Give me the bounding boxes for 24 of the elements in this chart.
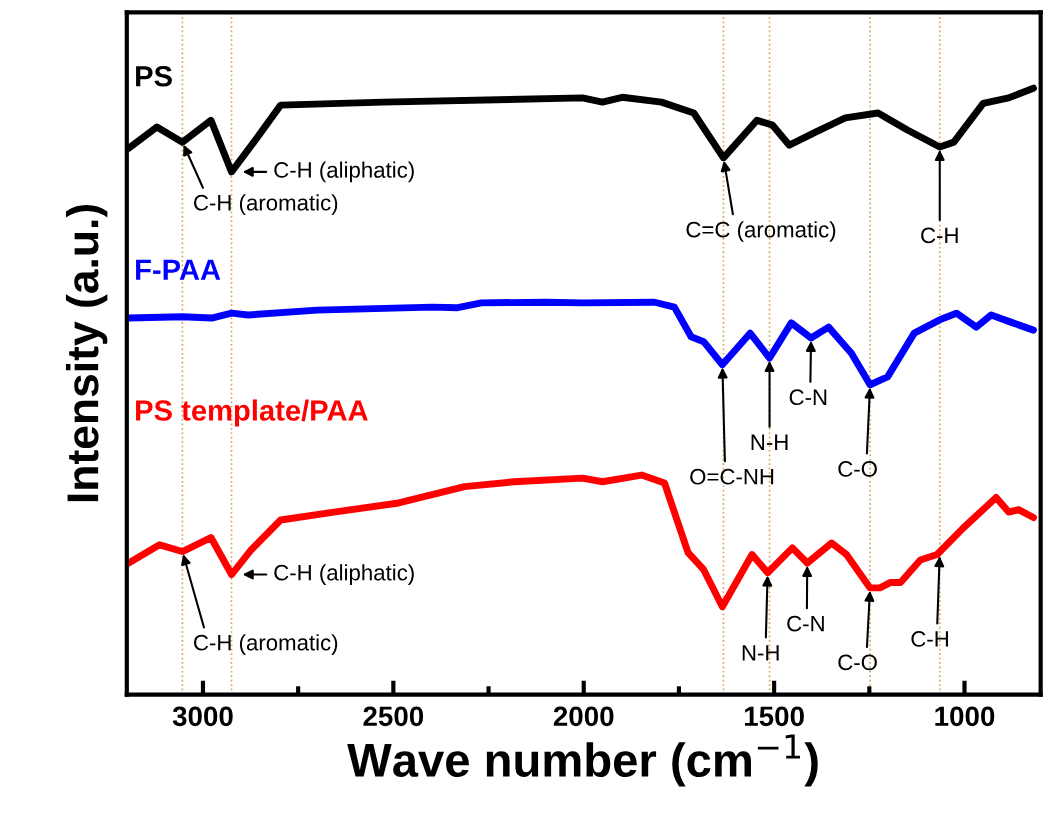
annotation: C=C (aromatic) (686, 221, 836, 242)
y-axis-title: Intensity (a.u.) (65, 205, 108, 502)
annotation: C-H (911, 631, 948, 647)
annotation: C-O (838, 654, 877, 671)
annotation: C-N (789, 389, 827, 406)
annotation: N-H (742, 645, 779, 661)
x-tick-label: 1500 (744, 706, 804, 727)
x-tick-label: 2500 (363, 706, 424, 727)
annotation: C-H (aliphatic) (274, 161, 414, 183)
text: PS template/PAA (136, 399, 368, 427)
series-label: PS (136, 65, 172, 87)
x-tick-label: 1000 (935, 706, 995, 727)
annotation: N-H (751, 434, 788, 450)
x-axis-title: Wave number (cm$^{−1}$) (347, 734, 818, 787)
annotation: C-H (aromatic) (194, 194, 338, 215)
annotation: C-H (aromatic) (194, 634, 338, 655)
x-tick-label: 2000 (553, 706, 614, 727)
annotation: C-H (921, 227, 958, 244)
annotation: C-H (aliphatic) (274, 564, 414, 585)
annotation: C-N (787, 615, 824, 632)
annotation: O=C-NH (690, 468, 774, 485)
annotation: C-O (838, 461, 877, 477)
series-label: F-PAA (136, 259, 221, 280)
x-tick-label: 3000 (172, 706, 233, 727)
